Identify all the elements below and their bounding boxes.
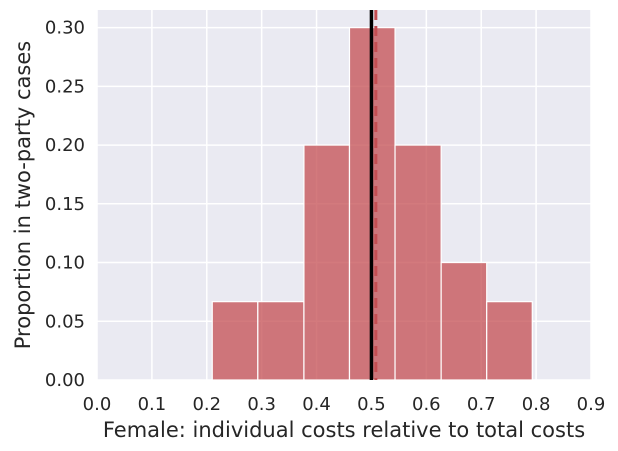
x-tick-label: 0.0 — [83, 394, 112, 415]
x-tick-label: 0.5 — [357, 394, 386, 415]
y-tick-label: 0.25 — [45, 76, 85, 97]
x-tick-label: 0.1 — [138, 394, 167, 415]
histogram-bars — [211, 27, 533, 381]
y-axis-label: Proportion in two-party cases — [11, 41, 35, 349]
histogram-bar — [440, 261, 488, 381]
x-tick-label: 0.9 — [577, 394, 606, 415]
x-tick-label: 0.2 — [192, 394, 221, 415]
x-axis-label: Female: individual costs relative to tot… — [103, 418, 585, 442]
y-tick-label: 0.00 — [45, 370, 85, 391]
y-tick-label: 0.30 — [45, 18, 85, 39]
histogram-bar — [394, 144, 442, 381]
histogram-bar — [257, 301, 305, 381]
y-tick-label: 0.10 — [45, 253, 85, 274]
x-tick-label: 0.7 — [467, 394, 496, 415]
x-tick-label: 0.4 — [302, 394, 331, 415]
x-tick-labels: 0.0 0.1 0.2 0.3 0.4 0.5 0.6 0.7 0.8 0.9 — [83, 394, 606, 415]
histogram-bar — [486, 301, 533, 381]
x-tick-label: 0.8 — [522, 394, 551, 415]
histogram-bar — [211, 301, 259, 381]
histogram-bar — [303, 144, 351, 381]
x-tick-label: 0.3 — [247, 394, 276, 415]
x-tick-label: 0.6 — [412, 394, 441, 415]
y-tick-label: 0.15 — [45, 194, 85, 215]
reference-lines — [369, 10, 378, 380]
y-tick-label: 0.20 — [45, 135, 85, 156]
y-tick-label: 0.05 — [45, 311, 85, 332]
y-tick-labels: 0.00 0.05 0.10 0.15 0.20 0.25 0.30 — [45, 18, 85, 391]
